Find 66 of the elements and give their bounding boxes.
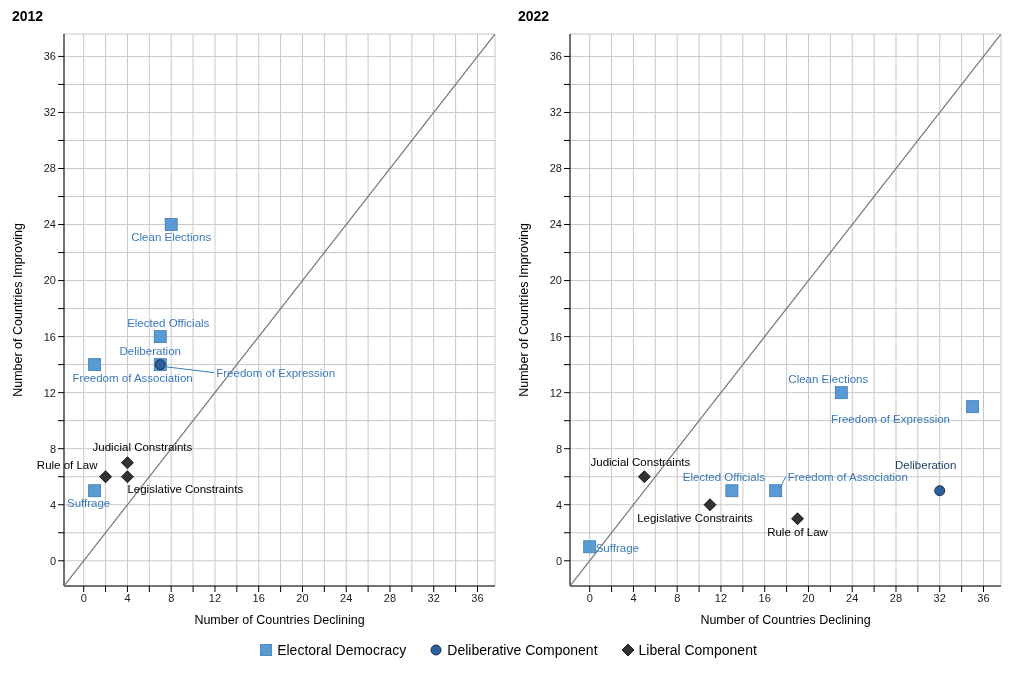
y-tick-label: 8 [555, 442, 562, 455]
annotation: Clean Elections [131, 230, 212, 243]
x-tick-label: 20 [802, 591, 815, 604]
y-tick-label: 4 [555, 498, 562, 511]
x-tick-label: 8 [168, 591, 175, 604]
x-tick-label: 36 [471, 591, 484, 604]
annotation: Freedom of Expression [216, 366, 336, 379]
annotation: Legislative Constraints [637, 511, 754, 524]
annotation: Suffrage [595, 541, 639, 554]
chart-title: 2012 [11, 8, 45, 26]
x-tick-label: 12 [208, 591, 222, 604]
legend-label: Liberal Component [637, 642, 757, 658]
y-tick-label: 36 [549, 50, 562, 63]
x-tick-label: 36 [977, 591, 990, 604]
x-tick-label: 28 [383, 591, 397, 604]
annotation: Freedom of Association [787, 470, 908, 483]
annotation: Judicial Constraints [590, 455, 691, 468]
y-tick-label: 24 [43, 218, 56, 231]
y-tick-label: 8 [49, 442, 56, 455]
x-tick-label: 20 [296, 591, 309, 604]
y-tick-label: 36 [43, 50, 56, 63]
annotation: Rule of Law [767, 525, 829, 538]
y-tick-label: 16 [549, 330, 562, 343]
x-tick-label: 4 [124, 591, 131, 604]
y-axis-title: Number of Countries Improving [11, 223, 26, 397]
annotation: Freedom of Association [72, 371, 193, 384]
chart-title: 2022 [517, 8, 551, 26]
annotation: Legislative Constraints [127, 482, 244, 495]
annotation: Judicial Constraints [92, 440, 193, 453]
y-tick-label: 0 [555, 554, 562, 567]
y-tick-label: 0 [49, 554, 56, 567]
x-tick-label: 24 [340, 591, 353, 604]
x-tick-label: 32 [427, 591, 440, 604]
x-tick-label: 16 [252, 591, 265, 604]
annotation: Clean Elections [788, 372, 869, 385]
x-tick-label: 4 [630, 591, 637, 604]
x-axis-title: Number of Countries Declining [194, 613, 365, 627]
y-axis-title: Number of Countries Improving [517, 223, 532, 397]
annotation: Suffrage [67, 496, 111, 509]
annotation: Freedom of Expression [831, 412, 950, 425]
annotation: Deliberation [895, 458, 957, 471]
x-tick-label: 0 [586, 591, 593, 604]
y-tick-label: 28 [549, 162, 562, 175]
legend-label: Electoral Democracy [276, 642, 407, 658]
y-tick-label: 12 [549, 386, 562, 399]
y-tick-label: 4 [49, 498, 56, 511]
legend-label: Deliberative Component [446, 642, 598, 658]
x-axis-title: Number of Countries Declining [700, 613, 871, 627]
y-tick-label: 28 [43, 162, 56, 175]
y-tick-label: 32 [549, 106, 562, 119]
y-tick-label: 24 [549, 218, 562, 231]
x-tick-label: 28 [889, 591, 903, 604]
x-tick-label: 0 [80, 591, 87, 604]
y-tick-label: 12 [43, 386, 56, 399]
y-tick-label: 16 [43, 330, 56, 343]
x-tick-label: 32 [933, 591, 946, 604]
x-tick-label: 16 [758, 591, 771, 604]
annotation: Deliberation [119, 344, 181, 357]
annotation: Elected Officials [682, 470, 766, 483]
y-tick-label: 20 [549, 274, 562, 287]
x-tick-label: 12 [714, 591, 728, 604]
y-tick-label: 32 [43, 106, 56, 119]
annotation: Elected Officials [127, 316, 210, 329]
x-tick-label: 24 [846, 591, 859, 604]
y-tick-label: 20 [43, 274, 56, 287]
x-tick-label: 8 [674, 591, 681, 604]
